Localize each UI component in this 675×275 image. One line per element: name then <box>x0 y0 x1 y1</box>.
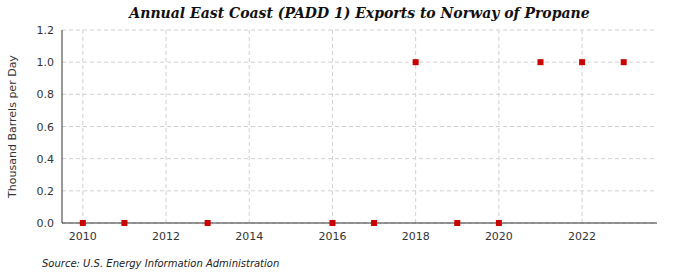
x-grid-line <box>415 30 416 223</box>
x-grid-line <box>249 30 250 223</box>
x-grid-line <box>582 30 583 223</box>
point <box>329 220 335 226</box>
point <box>621 59 627 65</box>
y-grid-line <box>62 94 657 95</box>
y-grid-line <box>62 158 657 159</box>
y-tick-label: 0.4 <box>37 153 55 166</box>
x-tick-label: 2016 <box>318 230 346 243</box>
y-grid-line <box>62 30 657 31</box>
y-grid-line <box>62 190 657 191</box>
title: Annual East Coast (PADD 1) Exports to No… <box>127 5 589 21</box>
y-axis-label: Thousand Barrels per Day <box>6 55 19 199</box>
point <box>454 220 460 226</box>
y-grid-line <box>62 62 657 63</box>
point <box>205 220 211 226</box>
points <box>80 59 627 226</box>
x-tick-label: 2022 <box>568 230 596 243</box>
x-grid-line <box>82 30 83 223</box>
x-axis-line <box>62 223 657 224</box>
grid <box>62 30 657 223</box>
x-tick-label: 2012 <box>152 230 180 243</box>
point <box>80 220 86 226</box>
source-note: Source: U.S. Energy Information Administ… <box>42 258 279 269</box>
x-grid-line <box>332 30 333 223</box>
y-tick-label: 0.8 <box>37 88 55 101</box>
y-tick-label: 0.6 <box>37 121 55 134</box>
x-tick-label: 2018 <box>402 230 430 243</box>
x-grid-line <box>498 30 499 223</box>
y-tick-label: 1.2 <box>37 24 55 37</box>
point <box>413 59 419 65</box>
y-grid-line <box>62 126 657 127</box>
point <box>579 59 585 65</box>
y-axis-line <box>62 30 63 223</box>
x-tick-label: 2014 <box>235 230 263 243</box>
x-tick-label: 2020 <box>485 230 513 243</box>
y-tick-label: 1.0 <box>37 56 55 69</box>
x-grid-line <box>166 30 167 223</box>
point <box>496 220 502 226</box>
point <box>371 220 377 226</box>
x-tick-label: 2010 <box>69 230 97 243</box>
chart: 0.0 0.2 0.4 0.6 0.8 1.0 1.2 2010 2012 2014 2016 201… <box>0 0 675 275</box>
point <box>537 59 543 65</box>
y-tick-label: 0.2 <box>37 185 55 198</box>
y-grid-line <box>62 223 657 224</box>
point <box>121 220 127 226</box>
y-tick-label: 0.0 <box>37 217 55 230</box>
axes: 0.0 0.2 0.4 0.6 0.8 1.0 1.2 2010 2012 2014 2016 201… <box>37 24 658 243</box>
